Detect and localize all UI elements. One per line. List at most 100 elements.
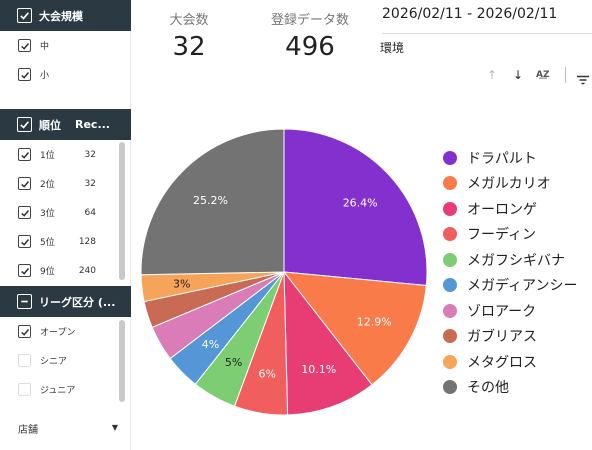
check-icon[interactable] [18,325,31,338]
check-icon[interactable] [18,206,31,219]
league-item-label: シニア [40,357,68,367]
record-count-header[interactable]: Rec... [75,118,110,131]
legend-swatch [443,278,457,293]
toolbar-divider [565,67,566,83]
legend-label: メガフシギバナ [467,252,565,269]
check-icon[interactable] [18,264,31,277]
legend-swatch [443,176,457,191]
pie-slice[interactable] [283,270,373,416]
check-icon[interactable] [18,235,31,248]
legend-swatch [443,227,457,242]
legend-swatch [443,303,457,318]
legend-label: メガディアンシー [467,278,578,295]
check-icon[interactable] [17,117,32,132]
store-dropdown[interactable]: 店舗 ▼ [18,421,118,436]
rank-item-label: 2位 [40,180,55,190]
store-dropdown-label: 店舗 [18,425,38,436]
league-filter-header[interactable]: リーグ区分 (... [0,286,131,317]
rank-item-1[interactable]: 1位 32 [0,140,120,169]
scorecard-value: 32 [172,32,206,62]
sort-descending-icon[interactable]: ↓ [513,68,524,82]
scorecard-value: 496 [285,32,335,62]
minus-icon[interactable] [17,294,32,309]
league-list-scrollbar[interactable] [119,320,125,402]
legend-item[interactable]: その他 [443,375,577,401]
pie-slice[interactable] [282,271,427,386]
legend-item[interactable]: ドラパルト [443,145,577,171]
size-item-label: 中 [40,42,50,52]
rank-item-label: 9位 [40,267,55,277]
league-item-label: ジュニア [40,386,76,396]
legend-label: ゾロアーク [467,303,537,320]
sort-ascending-icon[interactable]: ↑ [487,68,498,82]
scorecard-tournaments: 大会数 32 [138,0,240,64]
legend-swatch [443,329,457,344]
legend-label: ガブリアス [467,329,537,346]
legend-label: オーロンゲ [467,201,537,218]
check-icon[interactable] [18,177,31,190]
legend-item[interactable]: メガルカリオ [443,171,577,197]
chart-legend: ドラパルト メガルカリオ オーロンゲ フーディン メガフシギバナ メガディアンシ… [443,145,577,400]
legend-item[interactable]: メガディアンシー [443,273,577,299]
filter-sidebar: 大会規模 中 小 順位 Rec... 1位 32 2位 32 3位 64 [0,0,131,450]
check-icon[interactable] [18,39,31,52]
size-item-medium[interactable]: 中 [0,31,120,60]
legend-item[interactable]: メガフシギバナ [443,247,577,273]
rank-filter-title: 順位 [39,118,61,132]
league-item-open[interactable]: オープン [0,317,120,346]
size-item-small[interactable]: 小 [0,60,120,89]
rank-item-label: 5位 [40,238,55,248]
league-item-label: オープン [40,328,76,338]
rank-item-count: 64 [84,207,96,218]
scorecard-label: 登録データ数 [270,13,349,28]
scorecard-label: 大会数 [169,13,209,28]
league-item-senior[interactable]: シニア [0,346,120,375]
rank-item-label: 1位 [40,151,55,161]
rank-item-label: 3位 [40,209,55,219]
legend-item[interactable]: メタグロス [443,349,577,375]
date-range-control[interactable]: 2026/02/11 - 2026/02/11 [382,6,592,34]
rank-item-5[interactable]: 5位 128 [0,227,120,256]
pie-slice[interactable] [140,128,285,276]
legend-label: メタグロス [467,354,537,371]
slice-data-label: 12.9% [357,315,392,328]
rank-list-scrollbar[interactable] [119,142,125,280]
legend-label: メガルカリオ [467,176,551,193]
environment-label: 環境 [380,41,405,55]
legend-label: フーディン [467,227,537,244]
slice-data-label: 26.4% [343,197,378,210]
rank-item-count: 32 [84,178,96,189]
rank-item-count: 240 [78,265,96,276]
unchecked-box-icon[interactable] [18,383,31,396]
filter-icon[interactable] [577,70,589,89]
legend-swatch [443,150,457,165]
legend-item[interactable]: ガブリアス [443,324,577,350]
rank-item-9[interactable]: 9位 240 [0,256,120,285]
rank-item-3[interactable]: 3位 64 [0,198,120,227]
slice-data-label: 6% [258,368,275,381]
rank-filter-header[interactable]: 順位 Rec... [0,109,131,140]
slice-data-label: 25.2% [193,194,228,207]
legend-swatch [443,252,457,267]
check-icon[interactable] [18,68,31,81]
slice-data-label: 5% [225,356,242,369]
slice-data-label: 4% [202,338,219,351]
league-filter-title: リーグ区分 (... [39,295,116,309]
unchecked-box-icon[interactable] [18,354,31,367]
check-icon[interactable] [17,8,32,23]
caret-down-icon: ▼ [111,423,118,432]
size-filter-header[interactable]: 大会規模 [0,0,131,31]
legend-swatch [443,354,457,369]
legend-item[interactable]: フーディン [443,222,577,248]
check-icon[interactable] [18,148,31,161]
scorecard-entries: 登録データ数 496 [252,0,368,64]
league-item-junior[interactable]: ジュニア [0,375,120,404]
sort-alpha-icon[interactable]: A͟Z [536,70,550,80]
legend-label: ドラパルト [467,150,537,167]
legend-item[interactable]: ゾロアーク [443,298,577,324]
pie-slice[interactable] [283,128,428,287]
rank-item-2[interactable]: 2位 32 [0,169,120,198]
legend-item[interactable]: オーロンゲ [443,196,577,222]
